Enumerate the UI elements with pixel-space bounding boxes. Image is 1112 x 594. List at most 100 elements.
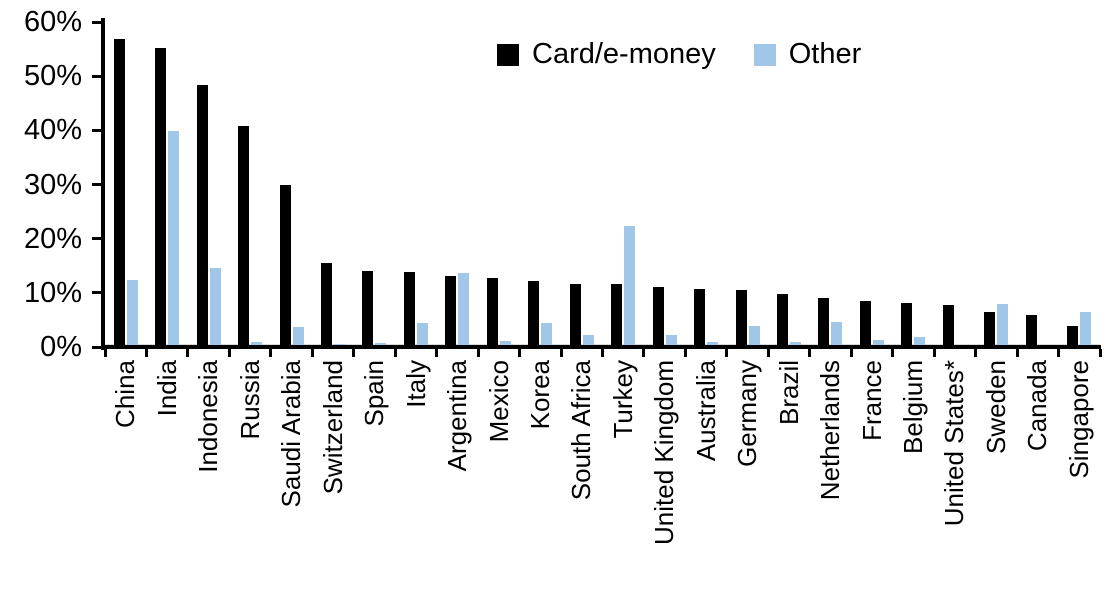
bar-group (146, 22, 187, 347)
x-category-label-text: Korea (524, 360, 555, 430)
bar-group (271, 22, 312, 347)
bar (238, 126, 250, 347)
x-category-label: India (146, 360, 187, 592)
x-axis-tick (227, 349, 231, 357)
bar (818, 297, 830, 347)
x-axis-tick (352, 349, 356, 357)
x-category-label: Switzerland (312, 360, 353, 592)
x-category-label-text: Canada (1022, 360, 1053, 452)
x-axis-tick (103, 349, 107, 357)
plot-area (105, 22, 1100, 347)
bar-group (644, 22, 685, 347)
x-axis-labels: China India Indonesia Russia Saudi Arabia Swi… (105, 360, 1100, 592)
bar-group (437, 22, 478, 347)
bar-group (354, 22, 395, 347)
x-axis-tick (974, 349, 978, 357)
y-axis-tick (92, 237, 101, 241)
x-category-label-text: United States* (939, 360, 970, 527)
y-axis-tick (92, 74, 101, 78)
bar (1080, 311, 1092, 347)
x-category-label: Belgium (893, 360, 934, 592)
x-category-label-text: Singapore (1063, 360, 1094, 479)
bar (984, 311, 996, 347)
x-category-label-text: Spain (359, 360, 390, 427)
bar-group (188, 22, 229, 347)
x-category-label: Spain (354, 360, 395, 592)
x-axis-tick (518, 349, 522, 357)
y-axis-line (101, 18, 105, 350)
x-category-label-text: Australia (690, 360, 721, 462)
y-axis-tick (92, 20, 101, 24)
legend: Card/e-money Other (497, 38, 861, 71)
x-category-label: Australia (685, 360, 726, 592)
bar-group (602, 22, 643, 347)
bar (528, 281, 540, 347)
bar (665, 334, 677, 347)
x-category-label: France (851, 360, 892, 592)
x-category-label-text: United Kingdom (649, 360, 680, 545)
x-category-label-text: Italy (400, 360, 431, 408)
x-category-label: South Africa (561, 360, 602, 592)
bar-group (727, 22, 768, 347)
x-category-label-text: China (110, 360, 141, 428)
y-axis-tick (92, 183, 101, 186)
x-axis-tick (1015, 349, 1019, 357)
bar (292, 326, 304, 347)
x-category-label-text: Saudi Arabia (276, 360, 307, 508)
x-axis-tick (1057, 349, 1061, 357)
legend-item-other: Other (753, 38, 861, 71)
bar-group (395, 22, 436, 347)
bar (735, 290, 747, 347)
y-axis-tick (92, 345, 101, 349)
bar-group (478, 22, 519, 347)
bar-group (520, 22, 561, 347)
bar (859, 300, 871, 347)
x-category-label: China (105, 360, 146, 592)
bar (541, 323, 553, 347)
x-axis-tick (1098, 349, 1102, 357)
bar (997, 304, 1009, 347)
bar (196, 84, 208, 347)
x-axis-tick (435, 349, 439, 357)
x-category-label-text: India (151, 360, 182, 417)
x-category-label-text: Brazil (773, 360, 804, 426)
bar (375, 342, 387, 347)
bar-group (934, 22, 975, 347)
bar-group (685, 22, 726, 347)
bar (582, 334, 594, 347)
bar (1025, 315, 1037, 347)
x-axis-tick (766, 349, 770, 357)
y-axis-tick (92, 128, 101, 132)
x-axis-tick (808, 349, 812, 357)
bar (168, 131, 180, 347)
legend-item-card-e-money: Card/e-money (497, 38, 716, 71)
x-category-label: Canada (1017, 360, 1058, 592)
x-axis-tick (849, 349, 853, 357)
bar-group (105, 22, 146, 347)
bar-group (810, 22, 851, 347)
bar (914, 336, 926, 347)
x-category-label: Italy (395, 360, 436, 592)
x-category-label-text: Germany (732, 360, 763, 467)
x-axis-tick (144, 349, 148, 357)
bar (569, 283, 581, 347)
x-category-label-text: South Africa (566, 360, 597, 501)
bar (445, 275, 457, 347)
bar (362, 271, 374, 347)
x-category-label: Brazil (768, 360, 809, 592)
x-axis-tick (642, 349, 646, 357)
x-category-label-text: Netherlands (815, 360, 846, 501)
bar (486, 277, 498, 347)
bar (1067, 326, 1079, 347)
x-category-label: Turkey (602, 360, 643, 592)
x-axis-tick (559, 349, 563, 357)
x-category-label-text: Mexico (483, 360, 514, 443)
bar (611, 284, 623, 347)
x-axis-baseline (105, 344, 1100, 345)
x-category-label-text: Belgium (898, 360, 929, 454)
x-axis-tick (601, 349, 604, 357)
bar-group (312, 22, 353, 347)
legend-swatch-card-e-money (497, 43, 519, 66)
bar (652, 286, 664, 347)
